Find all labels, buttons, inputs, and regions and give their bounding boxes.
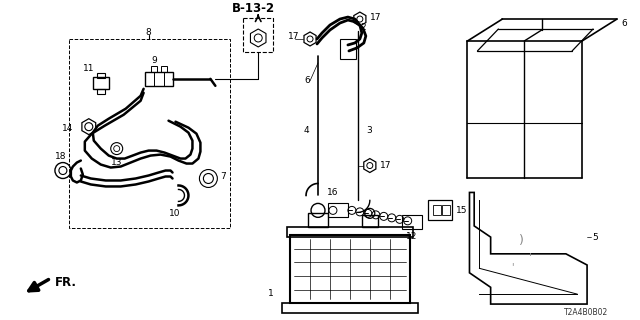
Text: 1: 1: [268, 289, 274, 298]
Text: 16: 16: [327, 188, 339, 197]
Text: 6: 6: [621, 19, 627, 28]
Text: 4: 4: [304, 126, 310, 135]
Text: ): ): [519, 234, 524, 247]
Text: 12: 12: [406, 232, 417, 241]
Bar: [145, 72, 173, 86]
Bar: [161, 66, 166, 72]
Text: 17: 17: [288, 33, 300, 42]
Bar: [402, 215, 422, 229]
Bar: [362, 215, 378, 227]
Text: 13: 13: [111, 158, 122, 167]
Bar: [433, 205, 440, 215]
Bar: [243, 18, 273, 52]
Bar: [308, 213, 328, 227]
Bar: [290, 235, 410, 303]
Text: 14: 14: [61, 124, 73, 133]
Text: 10: 10: [169, 209, 180, 218]
Text: 3: 3: [366, 126, 372, 135]
Bar: [328, 204, 348, 217]
Text: 18: 18: [55, 152, 67, 161]
Text: ': ': [511, 262, 514, 272]
Bar: [442, 205, 449, 215]
Text: T2A4B0B02: T2A4B0B02: [564, 308, 609, 316]
Text: 2: 2: [360, 22, 365, 31]
Text: 6: 6: [304, 76, 310, 85]
Bar: [69, 39, 230, 228]
Text: 17: 17: [370, 12, 381, 21]
Bar: [340, 39, 356, 59]
Bar: [97, 89, 105, 94]
Text: 9: 9: [152, 56, 157, 65]
Text: 8: 8: [146, 28, 152, 37]
Text: 15: 15: [456, 206, 467, 215]
Bar: [287, 227, 413, 237]
Bar: [150, 66, 157, 72]
Bar: [428, 200, 452, 220]
Text: 11: 11: [83, 64, 95, 73]
Bar: [93, 77, 109, 89]
Text: 5: 5: [592, 233, 598, 242]
Bar: [282, 303, 418, 313]
Text: 7: 7: [220, 172, 226, 181]
Text: ': ': [529, 252, 532, 262]
Text: FR.: FR.: [55, 276, 77, 289]
Text: B-13-2: B-13-2: [232, 2, 275, 15]
Text: 17: 17: [380, 161, 391, 170]
Bar: [97, 73, 105, 78]
